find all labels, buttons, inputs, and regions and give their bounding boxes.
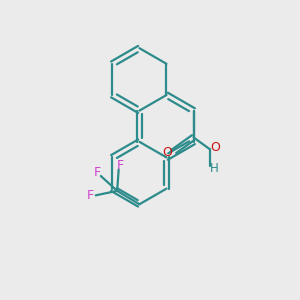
Text: F: F xyxy=(117,158,124,172)
Text: F: F xyxy=(94,166,101,179)
Text: H: H xyxy=(210,162,219,175)
Text: F: F xyxy=(87,189,94,202)
Text: O: O xyxy=(162,146,172,159)
Text: O: O xyxy=(210,141,220,154)
